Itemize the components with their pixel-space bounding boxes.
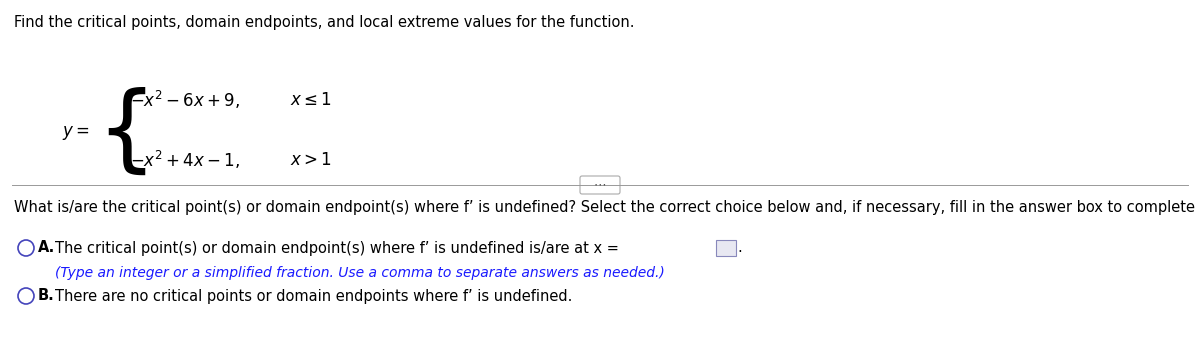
Text: What is/are the critical point(s) or domain endpoint(s) where f’ is undefined? S: What is/are the critical point(s) or dom… xyxy=(14,200,1200,215)
FancyBboxPatch shape xyxy=(580,176,620,194)
Text: B.: B. xyxy=(38,288,55,303)
Text: {: { xyxy=(96,87,156,179)
Text: $y=$: $y=$ xyxy=(62,124,90,142)
Text: $x > 1$: $x > 1$ xyxy=(290,151,332,169)
Text: $-x^2 + 4x - 1,$: $-x^2 + 4x - 1,$ xyxy=(130,149,240,171)
Text: The critical point(s) or domain endpoint(s) where f’ is undefined is/are at x =: The critical point(s) or domain endpoint… xyxy=(55,240,619,255)
Text: There are no critical points or domain endpoints where f’ is undefined.: There are no critical points or domain e… xyxy=(55,288,572,303)
Text: $x \leq 1$: $x \leq 1$ xyxy=(290,91,332,109)
Text: $-x^2 - 6x + 9,$: $-x^2 - 6x + 9,$ xyxy=(130,89,240,111)
Text: (Type an integer or a simplified fraction. Use a comma to separate answers as ne: (Type an integer or a simplified fractio… xyxy=(55,266,665,280)
Text: A.: A. xyxy=(38,240,55,255)
FancyBboxPatch shape xyxy=(716,240,736,256)
Text: ⋯: ⋯ xyxy=(594,179,606,191)
Text: .: . xyxy=(737,240,742,255)
Text: Find the critical points, domain endpoints, and local extreme values for the fun: Find the critical points, domain endpoin… xyxy=(14,15,635,30)
